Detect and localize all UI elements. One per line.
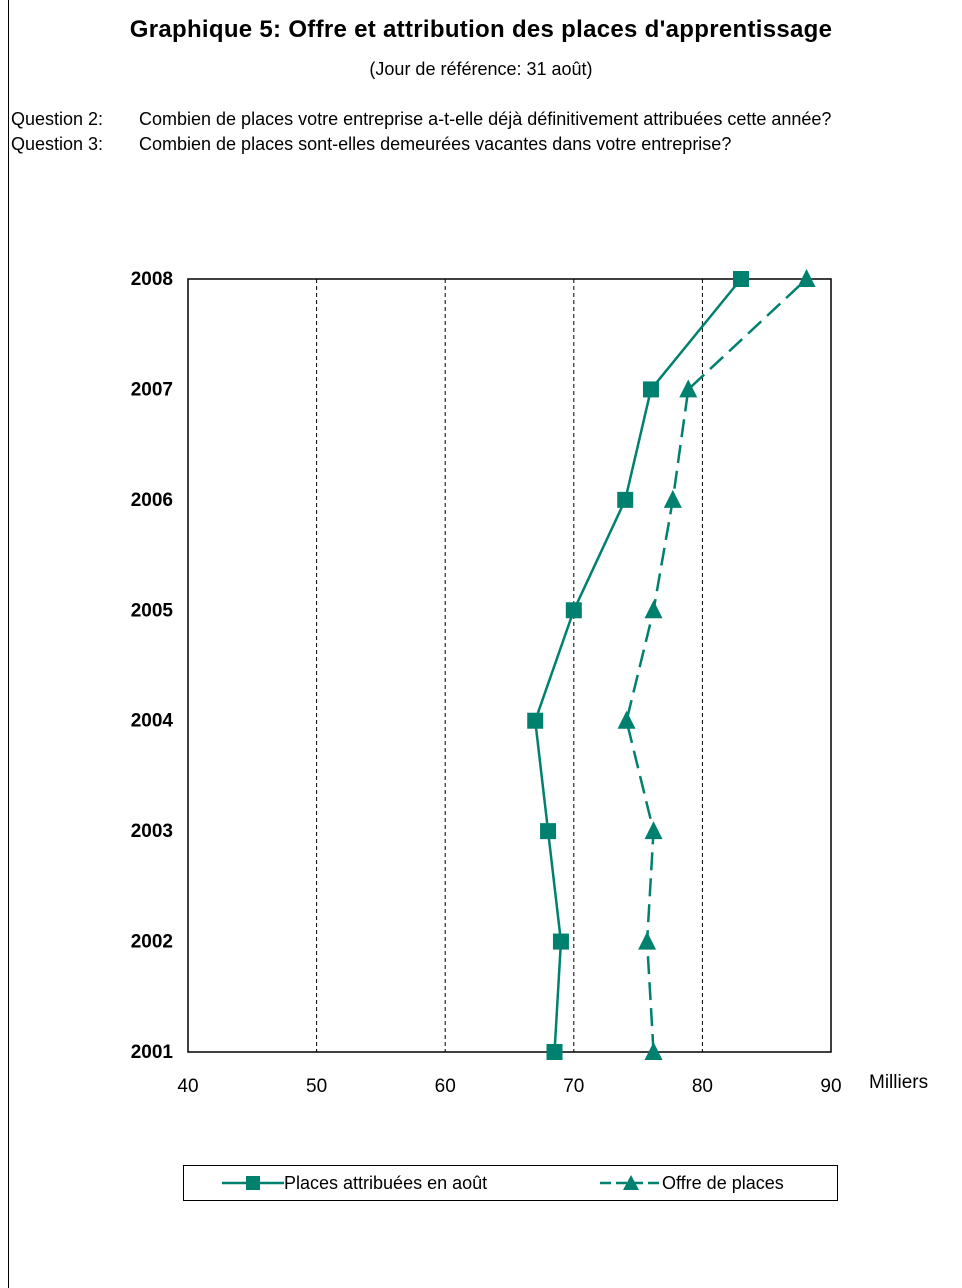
data-point-triangle: [644, 1042, 663, 1060]
legend-label-series-1: Places attribuées en août: [284, 1172, 488, 1193]
question-3: Question 3: Combien de places sont-elles …: [11, 134, 731, 155]
x-tick-label: 70: [563, 1076, 584, 1097]
data-point-triangle: [644, 600, 663, 619]
chart-subtitle: (Jour de référence: 31 août): [369, 59, 593, 79]
legend-label-series-2: Offre de places: [662, 1172, 784, 1193]
question-2-label: Question 2:: [11, 109, 104, 129]
series-line-1: [533, 278, 742, 1053]
legend-swatch-triangle: [600, 1175, 662, 1191]
series-line-2: [625, 278, 808, 1053]
data-point-triangle: [663, 489, 682, 508]
question-3-label: Question 3:: [11, 134, 104, 154]
data-point-square: [732, 271, 749, 287]
data-point-square: [540, 823, 557, 840]
x-tick-label: 90: [820, 1076, 841, 1097]
data-point-square: [565, 602, 582, 619]
y-tick-label: 2001: [131, 1042, 174, 1063]
legend-swatch-square: [222, 1176, 284, 1191]
y-tick-label: 2003: [131, 821, 173, 842]
chart-plot: 40 50 60 70 80 90 Milliers 2001 2002 2003 2004 2005…: [131, 269, 928, 1097]
question-3-text: Combien de places sont-elles demeurées v…: [139, 134, 732, 154]
y-tick-label: 2005: [131, 600, 174, 621]
data-point-square: [642, 381, 659, 398]
y-tick-label: 2002: [131, 932, 173, 953]
y-tick-label: 2007: [131, 379, 173, 400]
data-point-triangle: [644, 821, 663, 840]
question-2-text: Combien de places votre entreprise a-t-e…: [139, 109, 832, 129]
plot-frame: [187, 278, 832, 1053]
legend-item-series-2: Offre de places: [600, 1172, 784, 1194]
question-2: Question 2: Combien de places votre entre…: [11, 109, 831, 130]
data-point-square: [546, 1044, 563, 1060]
y-tick-label: 2004: [131, 711, 174, 732]
data-point-triangle: [797, 269, 816, 287]
data-point-triangle: [617, 710, 636, 729]
legend-item-series-1: Places attribuées en août: [222, 1172, 487, 1194]
x-axis-label: Milliers: [869, 1072, 928, 1093]
y-tick-label: 2008: [131, 269, 173, 290]
x-tick-label: 60: [435, 1076, 456, 1097]
data-point-square: [527, 712, 544, 729]
data-point-triangle: [679, 379, 698, 398]
data-point-square: [552, 933, 569, 950]
x-tick-label: 40: [177, 1076, 198, 1097]
chart-title: Graphique 5: Offre et attribution des pl…: [129, 16, 833, 43]
data-point-square: [617, 491, 634, 508]
x-tick-label: 80: [692, 1076, 713, 1097]
y-tick-label: 2006: [131, 490, 173, 511]
chart-legend: Places attribuées en août Offre de place…: [183, 1165, 838, 1201]
chart-frame: [8, 0, 962, 1288]
x-tick-label: 50: [306, 1076, 327, 1097]
data-point-triangle: [638, 931, 657, 950]
